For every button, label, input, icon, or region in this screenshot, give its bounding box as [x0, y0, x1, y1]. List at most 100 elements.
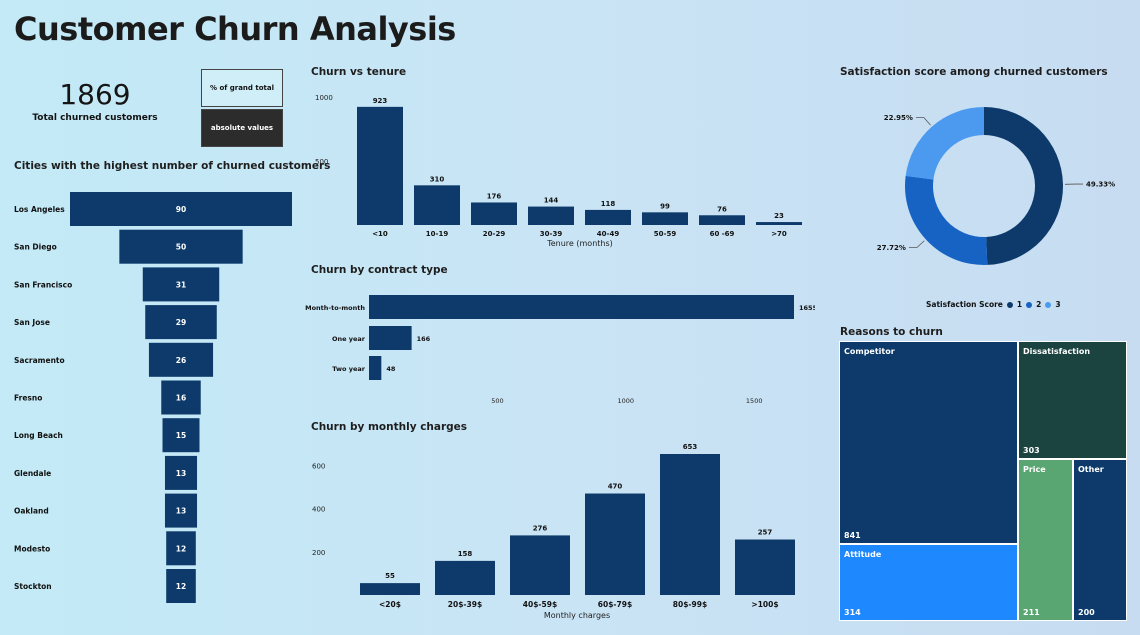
- city-bar[interactable]: [162, 418, 200, 453]
- legend-dot-2: [1026, 301, 1033, 308]
- contract-value-label: 48: [386, 365, 396, 373]
- monthly-bar[interactable]: [735, 539, 795, 595]
- treemap-cell-other[interactable]: Other 200: [1073, 459, 1127, 621]
- donut-slice-2[interactable]: [905, 175, 988, 265]
- city-value-label: 90: [176, 205, 186, 214]
- monthly-category-label: 80$-99$: [673, 600, 707, 609]
- city-bar[interactable]: [142, 267, 220, 302]
- tenure-value-label: 76: [717, 205, 727, 213]
- treemap-value: 314: [844, 608, 861, 617]
- city-bar[interactable]: [145, 305, 217, 340]
- treemap-cell-attitude[interactable]: Attitude 314: [839, 544, 1018, 621]
- city-name-label: Oakland: [14, 507, 49, 516]
- cities-funnel-chart: 90 Los Angeles 50 San Diego 31 San Francisco 2…: [14, 192, 292, 603]
- city-bar[interactable]: [70, 192, 292, 226]
- city-name-label: Glendale: [14, 469, 51, 478]
- contract-bar[interactable]: [369, 356, 382, 380]
- contract-x-tick: 1500: [746, 397, 763, 405]
- city-bar[interactable]: [166, 531, 196, 566]
- tenure-category-label: 40-49: [597, 230, 620, 238]
- monthly-y-tick: 200: [312, 549, 325, 557]
- donut-percent-label: 22.95%: [884, 114, 913, 122]
- treemap-value: 200: [1078, 608, 1095, 617]
- city-bar[interactable]: [161, 380, 201, 415]
- tenure-bar[interactable]: [471, 202, 517, 225]
- tenure-y-tick: 500: [315, 158, 328, 166]
- monthly-chart-title: Churn by monthly charges: [311, 421, 468, 433]
- tenure-x-axis-label: Tenure (months): [546, 239, 613, 248]
- monthly-bar[interactable]: [360, 583, 420, 595]
- monthly-x-axis-label: Monthly charges: [544, 611, 610, 620]
- contract-bar[interactable]: [369, 295, 794, 319]
- contract-x-tick: 1000: [618, 397, 635, 405]
- monthly-y-tick: 600: [312, 462, 325, 470]
- reasons-chart-title: Reasons to churn: [840, 326, 943, 338]
- contract-bar[interactable]: [369, 326, 412, 350]
- tenure-category-label: 20-29: [483, 230, 506, 238]
- city-value-label: 13: [176, 469, 186, 478]
- city-bar[interactable]: [148, 342, 214, 377]
- donut-slice-3[interactable]: [905, 107, 984, 180]
- tenure-bar-chart: 1000 500 923 <10 310 10-19 176 20-29 144 30-39 118…: [315, 94, 802, 248]
- monthly-category-label: >100$: [751, 600, 778, 609]
- percent-of-grand-total-button[interactable]: % of grand total: [201, 69, 283, 107]
- monthly-category-label: 60$-79$: [598, 600, 632, 609]
- donut-percent-label: 49.33%: [1086, 181, 1115, 189]
- treemap-cell-dissatisfaction[interactable]: Dissatisfaction 303: [1018, 341, 1127, 459]
- tenure-bar[interactable]: [699, 215, 745, 225]
- treemap-label: Dissatisfaction: [1023, 347, 1091, 356]
- treemap-label: Attitude: [844, 550, 882, 559]
- monthly-bar[interactable]: [435, 560, 495, 595]
- contract-x-tick: 500: [491, 397, 503, 405]
- monthly-value-label: 470: [608, 483, 623, 491]
- reasons-treemap: Competitor 841 Dissatisfaction 303 Attit…: [839, 341, 1127, 621]
- monthly-category-label: 40$-59$: [523, 600, 557, 609]
- tenure-bar[interactable]: [642, 212, 688, 225]
- monthly-category-label: 20$-39$: [448, 600, 482, 609]
- city-value-label: 16: [176, 394, 186, 403]
- legend-dot-1: [1006, 301, 1013, 308]
- donut-slice-1[interactable]: [984, 107, 1063, 265]
- tenure-bar[interactable]: [585, 209, 631, 225]
- treemap-label: Other: [1078, 465, 1104, 474]
- city-name-label: Los Angeles: [14, 205, 65, 214]
- treemap-value: 211: [1023, 608, 1040, 617]
- tenure-bar[interactable]: [756, 222, 802, 225]
- tenure-value-label: 176: [487, 192, 502, 200]
- treemap-value: 841: [844, 531, 861, 540]
- treemap-cell-price[interactable]: Price 211: [1018, 459, 1073, 621]
- page-title: Customer Churn Analysis: [14, 10, 456, 48]
- tenure-value-label: 310: [430, 175, 445, 183]
- city-value-label: 50: [176, 243, 186, 252]
- legend-label-3: 3: [1055, 300, 1061, 309]
- monthly-category-label: <20$: [379, 600, 401, 609]
- tenure-category-label: 50-59: [654, 230, 677, 238]
- city-bar[interactable]: [164, 493, 198, 528]
- tenure-bar[interactable]: [414, 185, 460, 225]
- monthly-y-tick: 400: [312, 506, 325, 514]
- monthly-bar[interactable]: [585, 493, 645, 595]
- tenure-value-label: 144: [544, 197, 559, 205]
- tenure-bar[interactable]: [357, 106, 403, 225]
- city-name-label: San Jose: [14, 318, 50, 327]
- tenure-category-label: >70: [771, 230, 787, 238]
- cities-chart-title: Cities with the highest number of churne…: [14, 160, 331, 172]
- satisfaction-legend: Satisfaction Score 1 2 3: [926, 300, 1061, 309]
- contract-category-label: Two year: [332, 365, 365, 373]
- treemap-cell-competitor[interactable]: Competitor 841: [839, 341, 1018, 544]
- city-value-label: 31: [176, 280, 186, 289]
- tenure-bar[interactable]: [528, 206, 574, 225]
- monthly-bar[interactable]: [660, 454, 720, 595]
- city-bar[interactable]: [166, 569, 196, 603]
- tenure-y-tick: 1000: [315, 94, 333, 102]
- city-bar[interactable]: [119, 229, 243, 264]
- contract-value-label: 166: [417, 335, 431, 343]
- contract-chart-title: Churn by contract type: [311, 264, 448, 276]
- city-bar[interactable]: [164, 455, 198, 490]
- monthly-value-label: 257: [758, 529, 773, 537]
- satisfaction-legend-title: Satisfaction Score: [926, 300, 1003, 309]
- satisfaction-donut-chart: 49.33% 27.72% 22.95%: [877, 107, 1115, 265]
- monthly-bar[interactable]: [510, 535, 570, 595]
- tenure-value-label: 118: [601, 200, 616, 208]
- absolute-values-button[interactable]: absolute values: [201, 109, 283, 147]
